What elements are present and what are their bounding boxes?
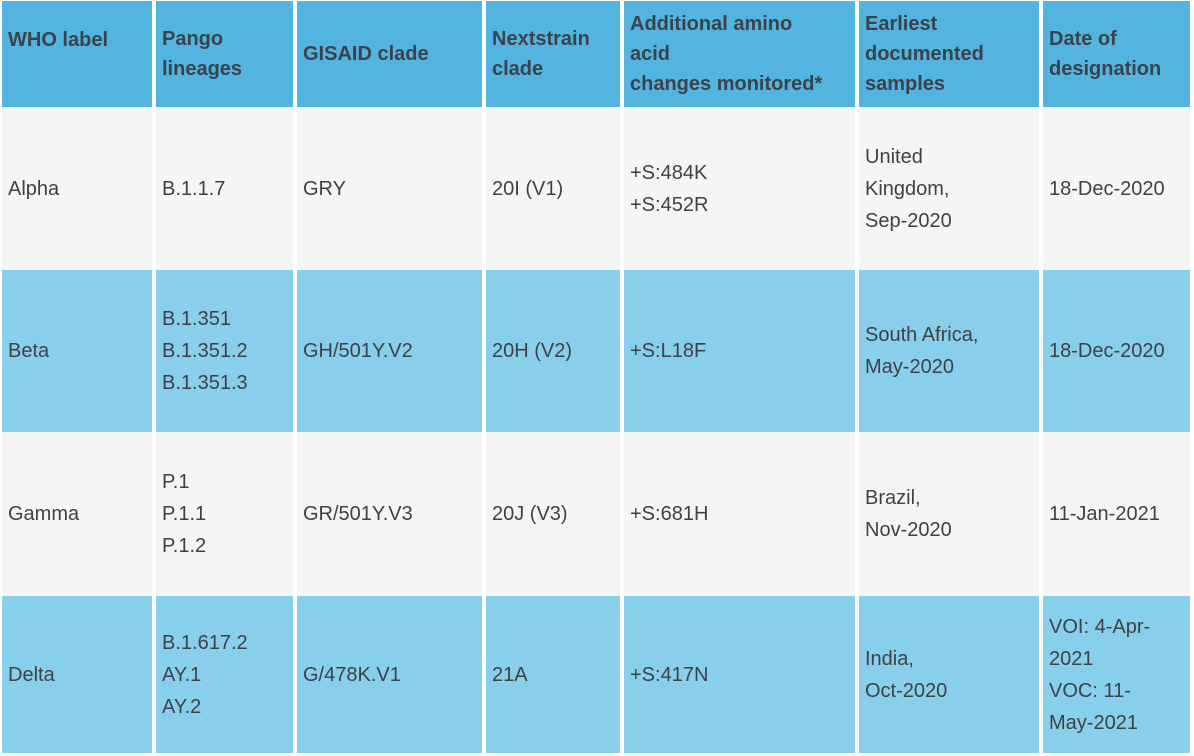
cell-alpha-amino-acid-changes-text: +S:484K +S:452R: [630, 161, 709, 216]
cell-beta-earliest-samples: South Africa, May-2020: [855, 270, 1039, 432]
cell-alpha-nextstrain-clade: 20I (V1): [482, 107, 620, 270]
cell-gamma-date-of-designation-text: 11-Jan-2021: [1049, 503, 1160, 525]
column-header-who-label-text: WHO label: [8, 29, 109, 51]
cell-gamma-gisaid-clade-text: GR/501Y.V3: [303, 503, 413, 525]
cell-delta-nextstrain-clade-text: 21A: [492, 663, 528, 686]
cell-alpha-gisaid-clade: GRY: [293, 107, 482, 270]
cell-beta-nextstrain-clade: 20H (V2): [482, 270, 620, 432]
cell-gamma-nextstrain-clade-text: 20J (V3): [492, 503, 568, 525]
cell-gamma-date-of-designation: 11-Jan-2021: [1039, 432, 1190, 596]
column-header-pango-lineages-text: Pango lineages: [162, 28, 243, 80]
cell-beta-pango-lineages: B.1.351 B.1.351.2 B.1.351.3: [152, 270, 293, 432]
cell-gamma-pango-lineages: P.1 P.1.1 P.1.2: [152, 432, 293, 596]
cell-beta-gisaid-clade: GH/501Y.V2: [293, 270, 482, 432]
cell-beta-who-label-text: Beta: [8, 340, 50, 362]
cell-alpha-date-of-designation: 18-Dec-2020: [1039, 107, 1190, 270]
column-header-amino-acid-changes: Additional amino acid changes monitored*: [620, 1, 855, 107]
cell-alpha-who-label: Alpha: [2, 107, 152, 270]
cell-gamma-earliest-samples-text: Brazil, Nov-2020: [865, 487, 952, 541]
cell-gamma-who-label-text: Gamma: [8, 503, 80, 525]
cell-delta-pango-lineages: B.1.617.2 AY.1 AY.2: [152, 596, 293, 753]
cell-alpha-nextstrain-clade-text: 20I (V1): [492, 177, 564, 200]
cell-delta-earliest-samples: India, Oct-2020: [855, 596, 1039, 753]
cell-alpha-pango-lineages-text: B.1.1.7: [162, 177, 226, 200]
column-header-date-of-designation-text: Date of designation: [1049, 28, 1162, 80]
cell-delta-who-label-text: Delta: [8, 663, 55, 686]
cell-beta-amino-acid-changes-text: +S:L18F: [630, 340, 707, 362]
cell-delta-gisaid-clade-text: G/478K.V1: [303, 663, 401, 686]
column-header-nextstrain-clade-text: Nextstrain clade: [492, 28, 590, 80]
column-header-who-label: WHO label: [2, 1, 152, 107]
header-row: WHO label Pango lineages GISAID clade Ne…: [2, 1, 1190, 107]
cell-beta-amino-acid-changes: +S:L18F: [620, 270, 855, 432]
cell-beta-earliest-samples-text: South Africa, May-2020: [865, 324, 979, 378]
cell-alpha-pango-lineages: B.1.1.7: [152, 107, 293, 270]
cell-alpha-gisaid-clade-text: GRY: [303, 177, 346, 200]
column-header-gisaid-clade-text: GISAID clade: [303, 43, 429, 65]
table-row-delta: Delta B.1.617.2 AY.1 AY.2 G/478K.V1 21A …: [2, 596, 1190, 753]
table-row-beta: Beta B.1.351 B.1.351.2 B.1.351.3 GH/501Y…: [2, 270, 1190, 432]
cell-gamma-earliest-samples: Brazil, Nov-2020: [855, 432, 1039, 596]
cell-delta-earliest-samples-text: India, Oct-2020: [865, 647, 948, 702]
column-header-date-of-designation: Date of designation: [1039, 1, 1190, 107]
cell-delta-nextstrain-clade: 21A: [482, 596, 620, 753]
column-header-earliest-samples: Earliest documented samples: [855, 1, 1039, 107]
cell-gamma-amino-acid-changes: +S:681H: [620, 432, 855, 596]
cell-delta-who-label: Delta: [2, 596, 152, 753]
column-header-gisaid-clade: GISAID clade: [293, 1, 482, 107]
cell-alpha-amino-acid-changes: +S:484K +S:452R: [620, 107, 855, 270]
column-header-nextstrain-clade: Nextstrain clade: [482, 1, 620, 107]
cell-gamma-pango-lineages-text: P.1 P.1.1 P.1.2: [162, 471, 207, 557]
table-row-gamma: Gamma P.1 P.1.1 P.1.2 GR/501Y.V3 20J (V3…: [2, 432, 1190, 596]
cell-beta-gisaid-clade-text: GH/501Y.V2: [303, 340, 413, 362]
cell-delta-amino-acid-changes: +S:417N: [620, 596, 855, 753]
cell-beta-nextstrain-clade-text: 20H (V2): [492, 340, 573, 362]
cell-beta-date-of-designation-text: 18-Dec-2020: [1049, 340, 1165, 362]
column-header-earliest-samples-text: Earliest documented samples: [865, 13, 984, 95]
cell-alpha-date-of-designation-text: 18-Dec-2020: [1049, 177, 1165, 200]
cell-gamma-who-label: Gamma: [2, 432, 152, 596]
column-header-amino-acid-changes-text: Additional amino acid changes monitored*: [630, 13, 823, 95]
cell-beta-who-label: Beta: [2, 270, 152, 432]
cell-delta-pango-lineages-text: B.1.617.2 AY.1 AY.2: [162, 631, 248, 718]
cell-gamma-gisaid-clade: GR/501Y.V3: [293, 432, 482, 596]
cell-gamma-amino-acid-changes-text: +S:681H: [630, 503, 709, 525]
cell-beta-date-of-designation: 18-Dec-2020: [1039, 270, 1190, 432]
column-header-pango-lineages: Pango lineages: [152, 1, 293, 107]
cell-delta-date-of-designation-text: VOI: 4-Apr- 2021 VOC: 11- May-2021: [1049, 615, 1151, 734]
cell-alpha-who-label-text: Alpha: [8, 177, 60, 200]
table-row-alpha: Alpha B.1.1.7 GRY 20I (V1) +S:484K +S:45…: [2, 107, 1190, 270]
cell-beta-pango-lineages-text: B.1.351 B.1.351.2 B.1.351.3: [162, 308, 248, 394]
cell-delta-date-of-designation: VOI: 4-Apr- 2021 VOC: 11- May-2021: [1039, 596, 1190, 753]
cell-delta-gisaid-clade: G/478K.V1: [293, 596, 482, 753]
cell-delta-amino-acid-changes-text: +S:417N: [630, 663, 709, 686]
cell-alpha-earliest-samples: United Kingdom, Sep-2020: [855, 107, 1039, 270]
cell-gamma-nextstrain-clade: 20J (V3): [482, 432, 620, 596]
cell-alpha-earliest-samples-text: United Kingdom, Sep-2020: [865, 145, 952, 232]
